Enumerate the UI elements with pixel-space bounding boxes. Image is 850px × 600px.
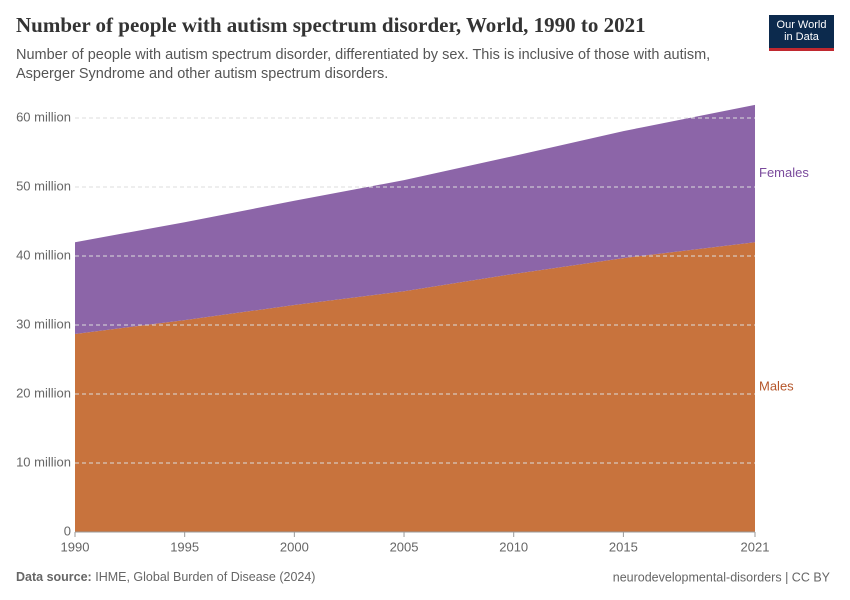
logo[interactable]: Our World in Data [776,19,827,43]
y-tick-label: 10 million [16,454,71,469]
y-tick-label: 60 million [16,109,71,124]
x-tick-label: 1995 [170,539,199,554]
logo-bar [769,48,834,51]
x-tick-label: 2005 [390,539,419,554]
x-tick-label: 2000 [280,539,309,554]
area [75,104,755,334]
series-label: Males [759,379,794,394]
y-tick-label: 0 [64,523,71,538]
y-tick-label: 30 million [16,316,71,331]
footer-left: Data source: IHME, Global Burden of Dise… [16,570,315,584]
y-tick-label: 40 million [16,247,71,262]
series-label: Females [759,165,809,180]
x-tick-label: 2010 [499,539,528,554]
footer-right[interactable]: neurodevelopmental-disorders | CC BY [613,570,831,584]
logo-box [769,15,834,51]
subtitle: Number of people with autism spectrum di… [16,47,711,82]
x-tick-label: 2021 [741,539,770,554]
source-label: Data source: [16,570,92,584]
y-tick-label: 20 million [16,385,71,400]
source: IHME, Global Burden of Disease (2024) [95,570,315,584]
area [75,242,755,532]
x-tick-label: 2015 [609,539,638,554]
x-tick-label: 1990 [61,539,90,554]
logo-wrap[interactable]: Our World in Data [769,17,834,49]
chart-title: Number of people with autism spectrum di… [16,13,646,37]
subtitle-box: Number of people with autism spectrum di… [16,47,711,82]
y-tick-label: 50 million [16,178,71,193]
